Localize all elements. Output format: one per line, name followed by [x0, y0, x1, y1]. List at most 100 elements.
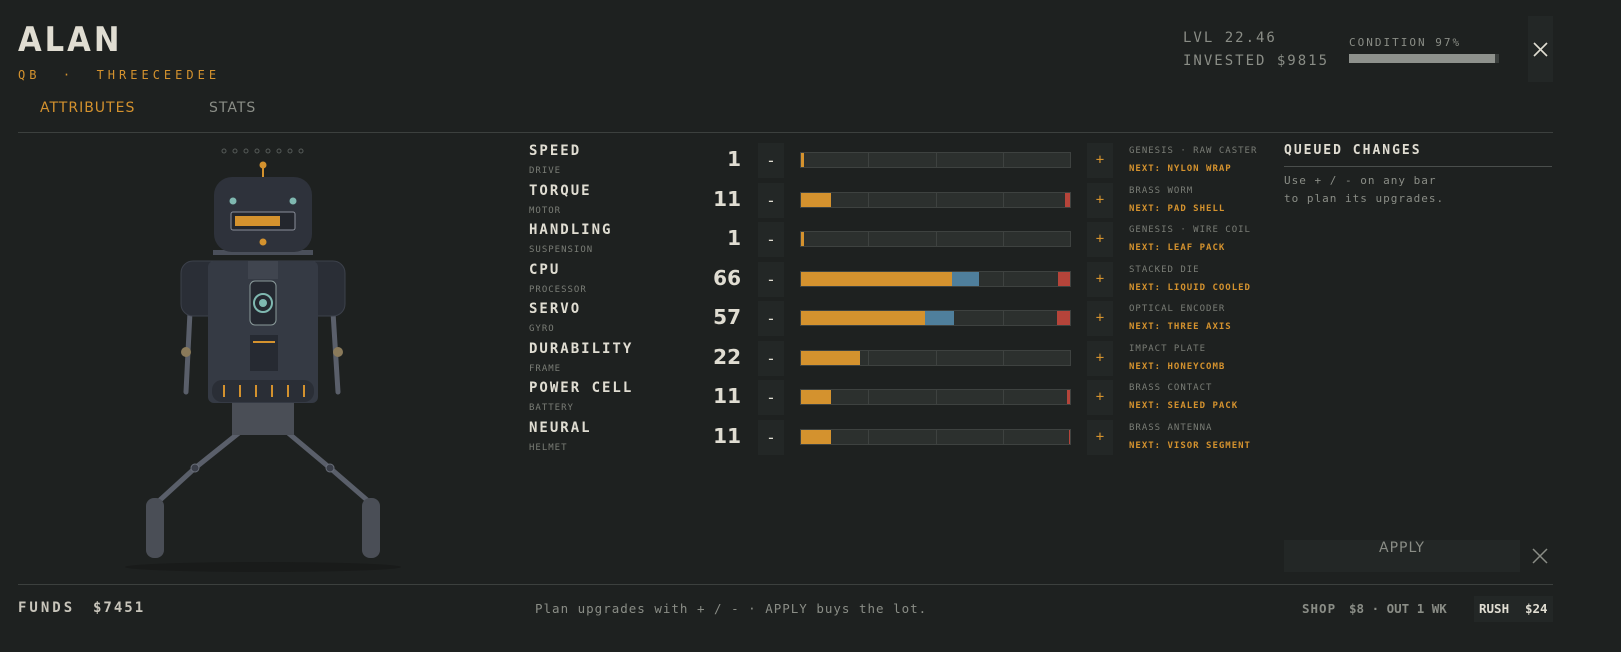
bar-divider: [868, 429, 870, 444]
footer-hint: Plan upgrades with + / - · APPLY buys th…: [535, 601, 928, 616]
bar-base: [801, 153, 804, 167]
bar-base: [801, 350, 861, 365]
minus-button[interactable]: -: [758, 182, 784, 218]
bar-divider: [935, 153, 937, 167]
attribute-system: FRAME: [529, 363, 562, 374]
bar-track: [800, 428, 1071, 445]
part-name: STACKED DIE: [1129, 264, 1200, 275]
bar-divider: [868, 192, 870, 207]
rush-button[interactable]: RUSH $24: [1474, 596, 1553, 622]
queued-hint: Use + / - on any bar: [1284, 174, 1437, 187]
plus-button[interactable]: +: [1087, 380, 1113, 415]
minus-button[interactable]: -: [758, 261, 784, 297]
shop-label[interactable]: SHOP: [1302, 601, 1337, 616]
plus-button[interactable]: +: [1087, 143, 1113, 178]
attribute-name: POWER CELL: [529, 380, 634, 396]
attribute-value: 1: [727, 147, 741, 171]
robot-illustration: [125, 148, 401, 572]
part-name: BRASS CONTACT: [1129, 383, 1213, 393]
bar-divider: [868, 153, 870, 167]
tab[interactable]: STATS: [209, 100, 257, 116]
next-part: NEXT: SEALED PACK: [1129, 401, 1239, 411]
attribute-name: NEURAL: [529, 419, 592, 436]
next-part: NEXT: THREE AXIS: [1129, 322, 1232, 332]
bar-wear: [1056, 311, 1070, 325]
level: LVL 22.46: [1183, 30, 1277, 46]
next-part: NEXT: NYLON WRAP: [1129, 164, 1232, 174]
bar-wear: [1064, 192, 1070, 207]
bar-base: [801, 429, 831, 444]
attribute-name: SERVO: [529, 301, 582, 317]
attribute-value: 1: [727, 226, 741, 250]
minus-button[interactable]: -: [758, 222, 784, 257]
attribute-system: DRIVE: [529, 166, 562, 176]
part-name: GENESIS · RAW CASTER: [1129, 146, 1258, 156]
plus-button[interactable]: +: [1087, 182, 1113, 218]
clear-button[interactable]: [1530, 546, 1550, 566]
bar-divider: [1002, 153, 1004, 167]
player-subtitle: QB · THREECEEDEE: [18, 68, 221, 82]
minus-button[interactable]: -: [758, 419, 784, 455]
minus-button[interactable]: -: [758, 340, 784, 376]
attribute-system: GYRO: [529, 324, 555, 334]
plus-button[interactable]: +: [1087, 419, 1113, 455]
bar-divider: [1002, 350, 1004, 365]
next-part: NEXT: LEAF PACK: [1129, 243, 1226, 253]
bar-track: [800, 231, 1071, 247]
attribute-name: DURABILITY: [529, 340, 634, 357]
minus-button[interactable]: -: [758, 143, 784, 178]
condition-track: [1349, 54, 1499, 63]
minus-button[interactable]: -: [758, 301, 784, 336]
plus-button[interactable]: +: [1087, 261, 1113, 297]
attribute-value: 11: [713, 186, 741, 211]
apply-button[interactable]: APPLY: [1284, 540, 1520, 572]
bar-divider: [935, 232, 937, 246]
part-name: IMPACT PLATE: [1129, 343, 1207, 354]
bar-base: [801, 390, 831, 404]
plus-button[interactable]: +: [1087, 301, 1113, 336]
minus-button[interactable]: -: [758, 380, 784, 415]
bar-divider: [868, 232, 870, 246]
attribute-name: TORQUE: [529, 182, 592, 199]
bar-wear: [1057, 271, 1070, 286]
next-part: NEXT: LIQUID COOLED: [1129, 282, 1251, 293]
invested: INVESTED $9815: [1183, 53, 1330, 69]
condition-label: CONDITION 97%: [1349, 36, 1462, 49]
plus-button[interactable]: +: [1087, 340, 1113, 376]
attribute-value: 22: [713, 344, 741, 369]
bar-divider: [868, 350, 870, 365]
part-name: OPTICAL ENCODER: [1129, 304, 1226, 314]
bar-track: [800, 349, 1071, 366]
bar-divider: [1002, 311, 1004, 325]
bar-track: [800, 389, 1071, 405]
bar-divider: [1002, 192, 1004, 207]
attribute-name: SPEED: [529, 143, 582, 159]
attribute-value: 57: [713, 305, 741, 329]
bar-queued: [924, 311, 955, 325]
funds: $7451: [93, 600, 146, 616]
close-icon: [1533, 42, 1548, 57]
bar-divider: [1002, 271, 1004, 286]
divider: [18, 132, 1553, 133]
bar-divider: [935, 390, 937, 404]
attribute-system: MOTOR: [529, 205, 562, 216]
part-name: GENESIS · WIRE COIL: [1129, 225, 1251, 235]
close-button[interactable]: [1528, 16, 1553, 82]
bar-track: [800, 270, 1071, 287]
next-part: NEXT: VISOR SEGMENT: [1129, 440, 1251, 451]
plus-button[interactable]: +: [1087, 222, 1113, 257]
divider: [1284, 166, 1552, 167]
attribute-value: 11: [713, 384, 741, 408]
bar-divider: [935, 429, 937, 444]
attribute-system: PROCESSOR: [529, 284, 587, 295]
tab[interactable]: ATTRIBUTES: [40, 100, 136, 116]
bar-divider: [1002, 232, 1004, 246]
attribute-system: HELMET: [529, 442, 568, 453]
shop-price: $8 · OUT 1 WK: [1349, 601, 1447, 616]
bar-queued: [951, 271, 979, 286]
rush-label: RUSH: [1479, 601, 1510, 616]
bar-base: [801, 271, 952, 286]
part-name: BRASS ANTENNA: [1129, 422, 1213, 433]
attribute-system: SUSPENSION: [529, 245, 594, 255]
attribute-value: 66: [713, 265, 741, 290]
